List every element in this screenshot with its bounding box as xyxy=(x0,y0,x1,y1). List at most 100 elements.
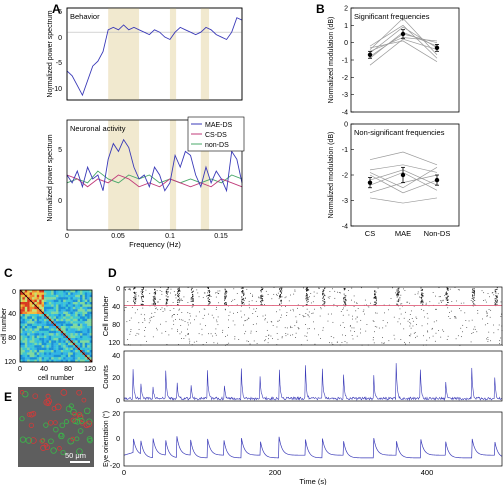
spike xyxy=(306,308,308,310)
spike xyxy=(177,329,178,331)
spike xyxy=(364,313,365,315)
spike xyxy=(267,342,269,344)
spike xyxy=(280,287,282,289)
spike xyxy=(499,340,501,342)
mean-point xyxy=(367,180,373,185)
heatmap-cell xyxy=(68,352,71,355)
legend-box xyxy=(187,116,245,152)
heatmap-cell xyxy=(53,292,57,295)
heatmap-cell xyxy=(36,359,40,363)
heatmap-cell xyxy=(24,311,28,315)
spike xyxy=(356,321,358,323)
heatmap-cell xyxy=(41,347,45,351)
shaded-bands xyxy=(108,120,210,230)
heatmap-cell xyxy=(20,342,23,346)
heatmap-cell xyxy=(22,350,25,353)
spike xyxy=(501,344,503,346)
spike xyxy=(141,287,143,288)
spike xyxy=(270,335,272,337)
spike xyxy=(349,325,351,327)
spike xyxy=(352,318,353,320)
spike xyxy=(280,299,282,301)
heatmap-cell xyxy=(53,290,57,293)
heatmap-cell xyxy=(36,345,40,348)
heatmap-cell xyxy=(68,359,71,363)
panel-a-bottom: Neuronal activity 5 0 Normalized power s… xyxy=(47,116,245,249)
spike xyxy=(189,315,191,317)
heatmap-cell xyxy=(24,330,28,334)
heatmap-cell xyxy=(84,297,88,300)
series-line-mae-ds xyxy=(66,138,243,193)
heatmap-cell xyxy=(80,328,83,331)
spike xyxy=(154,289,156,291)
heatmap-cell xyxy=(34,350,37,353)
spike xyxy=(340,324,341,326)
heatmap-cell xyxy=(39,333,42,336)
spike xyxy=(356,335,358,337)
spike xyxy=(231,301,233,303)
spike xyxy=(224,298,226,300)
spike xyxy=(378,327,380,329)
spike xyxy=(486,312,488,314)
panel-letter-e: E xyxy=(4,390,12,404)
heatmap-cell xyxy=(70,299,73,303)
heatmap-cell xyxy=(84,352,88,355)
spike xyxy=(261,287,263,289)
heatmap-cell xyxy=(53,297,57,300)
heatmap-cell xyxy=(20,359,23,363)
spike xyxy=(476,331,478,333)
heatmap-cell xyxy=(51,340,54,343)
spike xyxy=(362,311,364,313)
heatmap-cell xyxy=(65,323,69,327)
spike xyxy=(460,310,462,312)
spike xyxy=(260,295,262,297)
spike xyxy=(217,342,219,344)
spike xyxy=(426,339,428,341)
spike xyxy=(178,293,180,295)
heatmap-cell xyxy=(51,302,54,305)
spike xyxy=(353,305,355,307)
spike xyxy=(372,320,374,322)
spike xyxy=(447,290,449,291)
spike xyxy=(420,302,422,304)
heatmap-cell xyxy=(22,338,25,341)
spike xyxy=(295,337,296,338)
spike xyxy=(412,320,414,322)
heatmap-cell xyxy=(77,338,81,341)
heatmap-cell xyxy=(29,354,33,358)
spike xyxy=(427,331,429,333)
heatmap-cell xyxy=(39,328,42,331)
spike xyxy=(289,327,291,329)
heatmap-cell xyxy=(48,292,52,295)
spike xyxy=(305,324,306,325)
spike xyxy=(489,296,490,298)
cell-outline xyxy=(70,417,76,423)
series-line-cs-ds xyxy=(66,174,243,188)
heatmap-cell xyxy=(82,306,85,310)
spike xyxy=(347,290,349,291)
spike xyxy=(260,301,262,303)
heatmap-cell xyxy=(46,314,49,317)
spike xyxy=(329,291,331,293)
spike xyxy=(178,291,180,292)
spike xyxy=(447,299,449,301)
spike xyxy=(374,295,376,297)
spike xyxy=(142,292,143,293)
spike xyxy=(225,309,226,311)
chart-title: Behavior xyxy=(70,12,100,21)
spike xyxy=(209,301,211,303)
heatmap-cell xyxy=(39,306,42,310)
spike xyxy=(322,292,323,294)
heatmap-cell xyxy=(82,302,85,305)
heatmap-cell xyxy=(77,335,81,339)
heatmap-cell xyxy=(60,292,64,295)
spike xyxy=(323,303,325,305)
heatmap-cell xyxy=(34,297,37,300)
spike xyxy=(279,309,281,311)
spike xyxy=(438,330,440,331)
heatmap-cell xyxy=(34,306,37,310)
spike xyxy=(455,317,457,319)
heatmap-cell xyxy=(82,335,85,339)
spike xyxy=(427,330,428,332)
spike xyxy=(190,297,192,299)
